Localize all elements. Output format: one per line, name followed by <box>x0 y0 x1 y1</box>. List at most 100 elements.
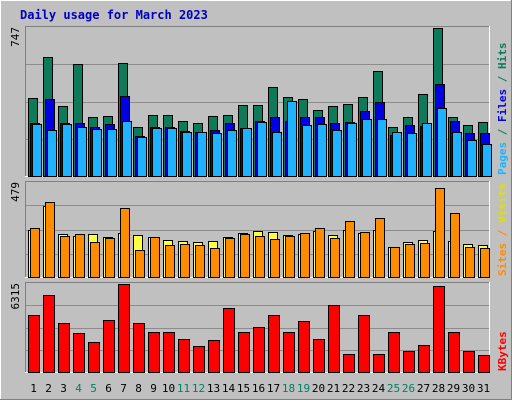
axis-label-part: KBytes <box>496 331 509 371</box>
bar-sites-day-19 <box>300 233 310 278</box>
panel-hits: 747 Pages / Files / Hits <box>9 26 509 177</box>
bar-kbytes-day-22 <box>343 354 355 373</box>
bar-sites-day-3 <box>60 236 70 278</box>
bar-sites-day-5 <box>90 242 100 278</box>
bar-kbytes-day-12 <box>193 346 205 373</box>
bar-kbytes-day-4 <box>73 333 85 373</box>
x-tick-label: 23 <box>357 382 370 395</box>
bar-kbytes-day-30 <box>463 351 475 373</box>
axis-label-part: Sites <box>496 243 509 276</box>
bar-kbytes-day-24 <box>373 354 385 373</box>
bar-sites-day-4 <box>75 234 85 278</box>
bar-sites-day-8 <box>135 250 145 278</box>
bar-pages-day-29 <box>452 132 462 177</box>
bar-kbytes-day-7 <box>118 284 130 373</box>
x-tick-label: 1 <box>30 382 37 395</box>
x-tick-label: 22 <box>342 382 355 395</box>
bar-sites-day-29 <box>450 213 460 278</box>
bar-sites-day-25 <box>390 247 400 278</box>
panel-max-label: 479 <box>9 182 22 202</box>
bar-sites-day-12 <box>195 245 205 278</box>
bar-pages-day-6 <box>107 129 117 177</box>
bar-sites-day-14 <box>225 238 235 278</box>
x-tick-label: 3 <box>60 382 67 395</box>
x-tick-label: 13 <box>207 382 220 395</box>
bar-pages-day-19 <box>302 125 312 177</box>
axis-label-part: / <box>496 69 509 89</box>
x-tick-label: 9 <box>150 382 157 395</box>
bar-pages-day-22 <box>347 123 357 177</box>
bar-pages-day-4 <box>77 127 87 177</box>
panel-axis-label: KBytes <box>496 331 509 371</box>
x-tick-label: 14 <box>222 382 236 395</box>
panel-max-label: 747 <box>9 27 22 47</box>
bar-sites-day-28 <box>435 188 445 278</box>
bar-kbytes-day-5 <box>88 342 100 373</box>
x-tick-label: 8 <box>135 382 142 395</box>
bar-kbytes-day-1 <box>28 315 40 373</box>
bar-sites-day-31 <box>480 248 490 278</box>
axis-label-part: Hits <box>496 43 509 70</box>
bar-kbytes-day-8 <box>133 323 145 373</box>
x-tick-label: 20 <box>312 382 325 395</box>
x-tick-label: 29 <box>447 382 460 395</box>
bar-sites-day-6 <box>105 238 115 278</box>
bar-sites-day-11 <box>180 244 190 278</box>
panel-axis-label: Pages / Files / Hits <box>496 43 509 176</box>
bar-pages-day-9 <box>152 128 162 177</box>
x-tick-label: 25 <box>387 382 400 395</box>
bar-pages-day-15 <box>242 128 252 177</box>
panel-max-label: 6315 <box>9 283 22 310</box>
bar-kbytes-day-6 <box>103 320 115 373</box>
bar-sites-day-23 <box>360 232 370 278</box>
axis-label-part: / <box>496 223 509 243</box>
x-tick-label: 28 <box>432 382 445 395</box>
bar-sites-day-15 <box>240 234 250 278</box>
bar-kbytes-day-27 <box>418 345 430 373</box>
bar-sites-day-7 <box>120 208 130 278</box>
bar-pages-day-30 <box>467 140 477 177</box>
x-tick-label: 24 <box>372 382 386 395</box>
bar-sites-day-2 <box>45 202 55 278</box>
x-tick-label: 19 <box>297 382 310 395</box>
bar-sites-day-30 <box>465 247 475 278</box>
bar-sites-day-26 <box>405 244 415 278</box>
bar-sites-day-18 <box>285 236 295 278</box>
bar-pages-day-25 <box>392 132 402 177</box>
x-tick-label: 21 <box>327 382 340 395</box>
bar-kbytes-day-29 <box>448 332 460 373</box>
bar-sites-day-22 <box>345 221 355 278</box>
bar-sites-day-10 <box>165 245 175 278</box>
axis-label-part: Files <box>496 89 509 122</box>
bar-pages-day-24 <box>377 119 387 177</box>
bar-kbytes-day-16 <box>253 327 265 373</box>
bar-pages-day-10 <box>167 128 177 177</box>
x-tick-label: 2 <box>45 382 52 395</box>
x-tick-label: 16 <box>252 382 265 395</box>
x-tick-label: 5 <box>90 382 97 395</box>
bar-pages-day-5 <box>92 129 102 177</box>
bar-kbytes-day-2 <box>43 295 55 373</box>
axis-label-part: Pages <box>496 142 509 175</box>
bar-kbytes-day-11 <box>178 339 190 373</box>
bar-pages-day-31 <box>482 144 492 177</box>
bar-pages-day-26 <box>407 133 417 177</box>
bar-kbytes-day-31 <box>478 355 490 373</box>
bar-kbytes-day-23 <box>358 315 370 373</box>
x-tick-label: 11 <box>177 382 190 395</box>
bar-kbytes-day-21 <box>328 305 340 373</box>
bar-sites-day-13 <box>210 248 220 278</box>
bar-kbytes-day-3 <box>58 323 70 373</box>
x-tick-label: 4 <box>75 382 82 395</box>
bar-kbytes-day-14 <box>223 308 235 373</box>
bar-sites-day-27 <box>420 243 430 278</box>
bar-sites-day-20 <box>315 228 325 278</box>
x-tick-label: 17 <box>267 382 280 395</box>
bar-pages-day-28 <box>437 108 447 177</box>
panel-axis-label: Sites / Visits <box>496 183 509 276</box>
bar-pages-day-21 <box>332 130 342 177</box>
bar-pages-day-13 <box>212 133 222 177</box>
x-tick-label: 12 <box>192 382 205 395</box>
